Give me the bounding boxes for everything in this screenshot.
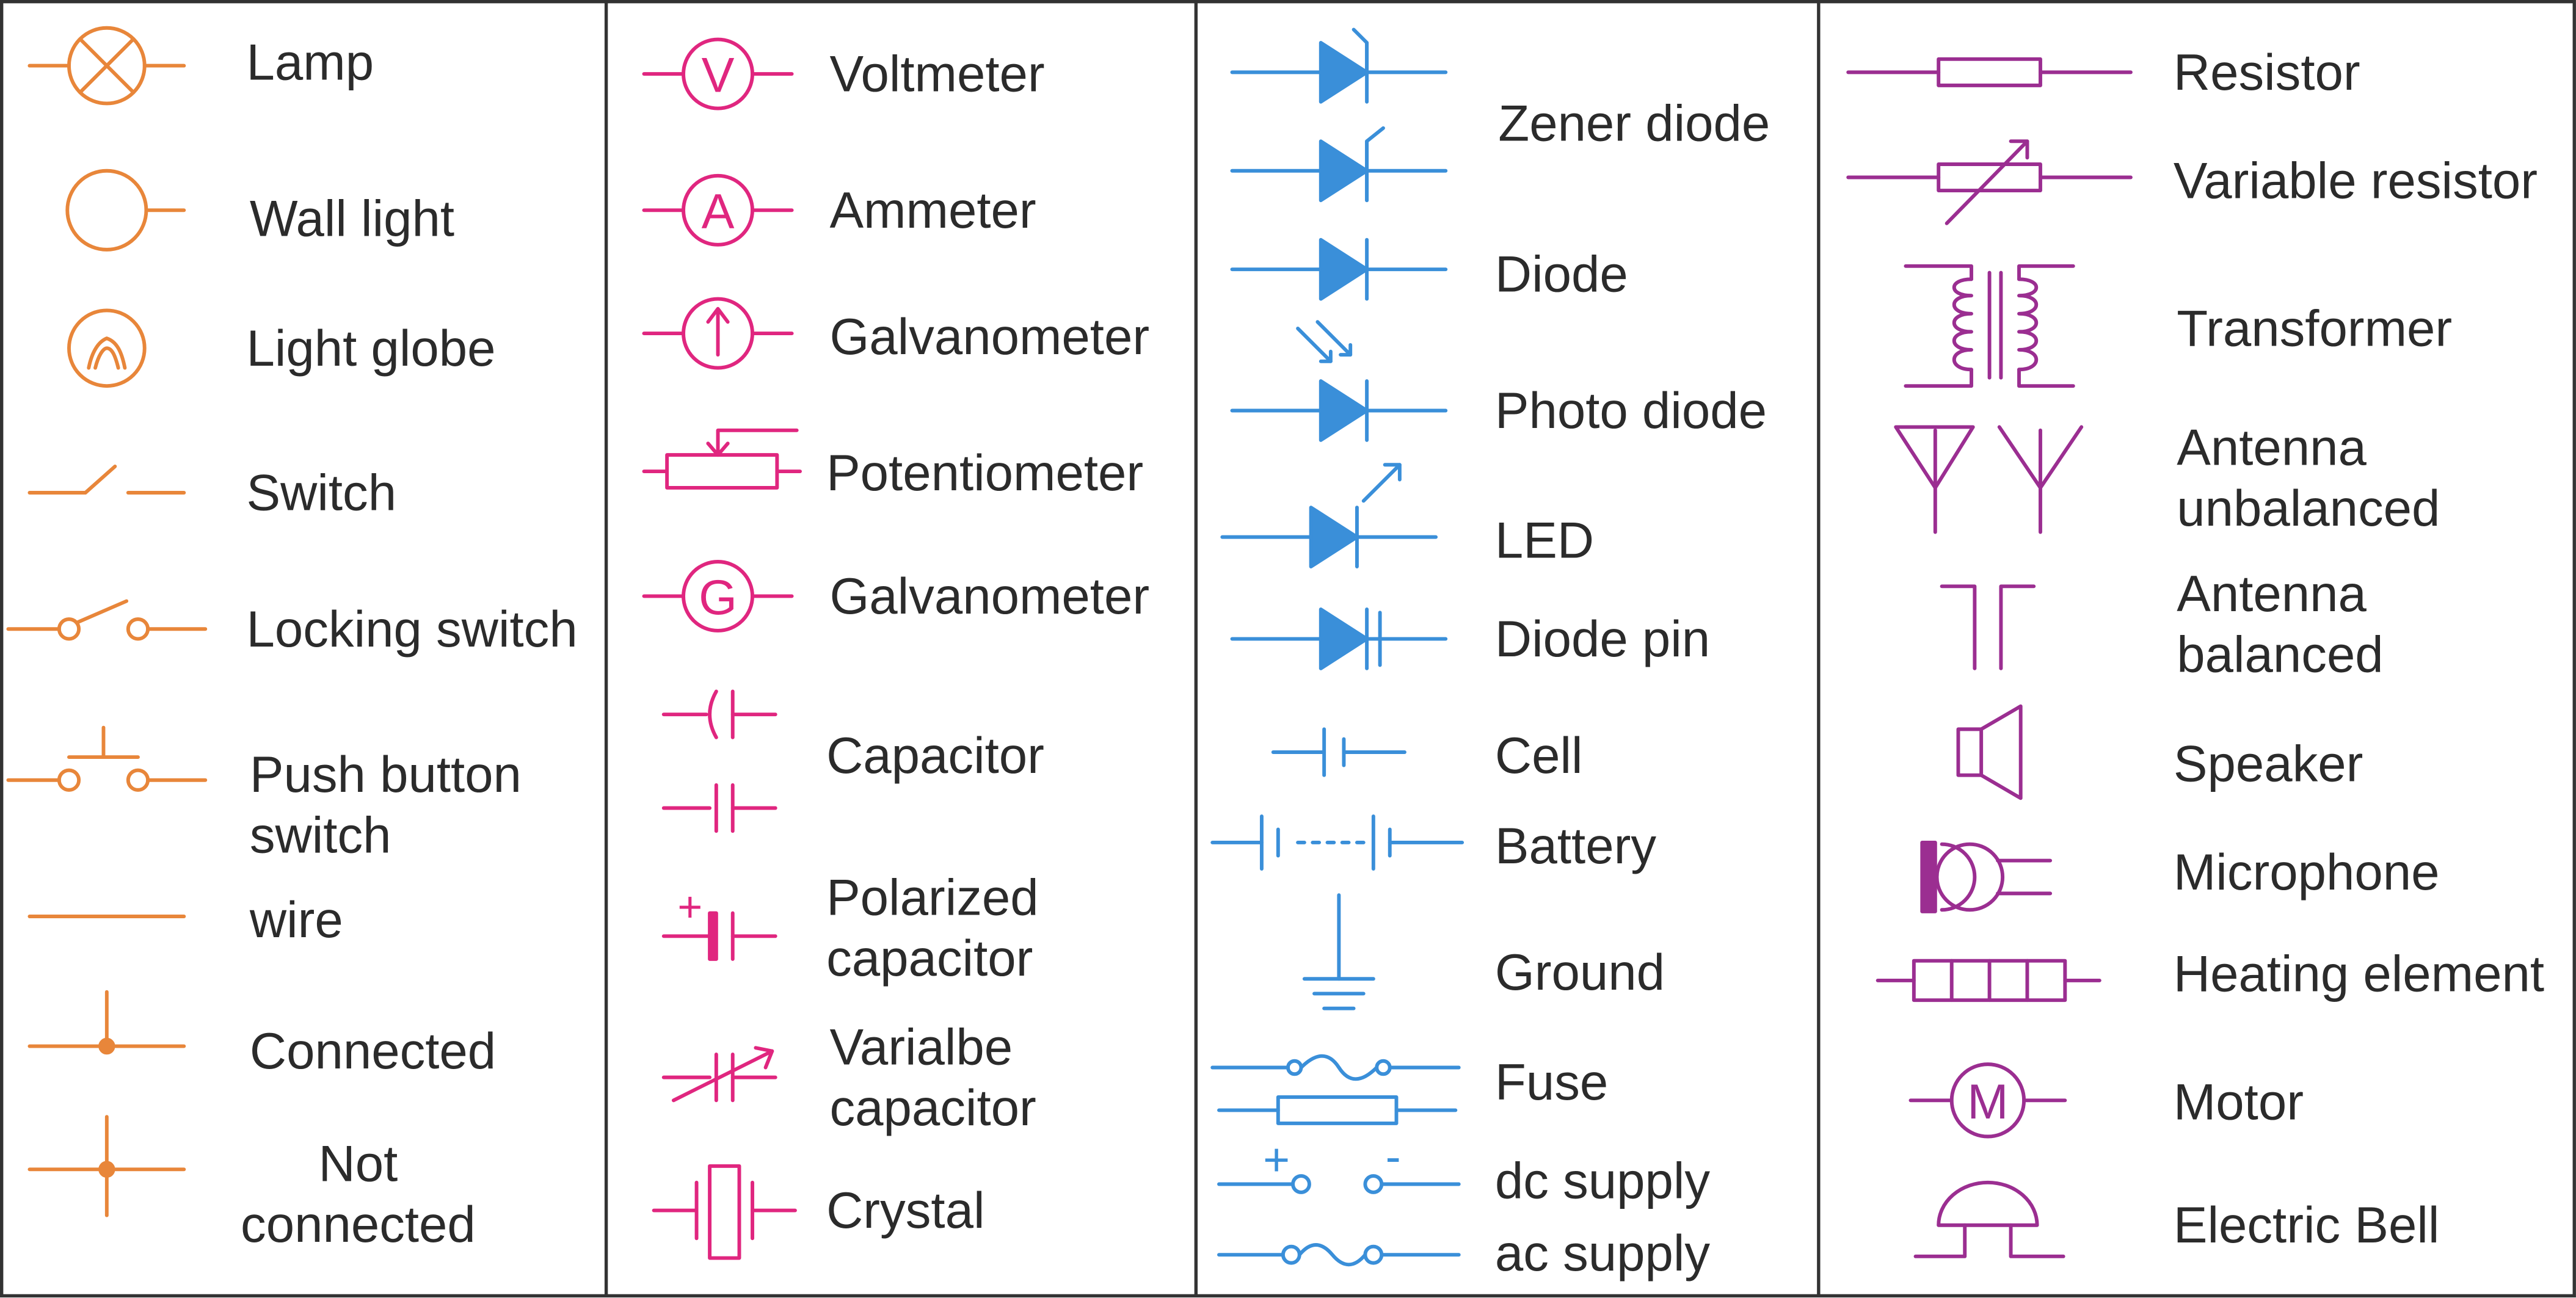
cell-label: Cell — [1495, 727, 1583, 784]
dc-supply-label: dc supply — [1495, 1153, 1711, 1209]
lamp-symbol — [27, 26, 186, 106]
not-connected-label: Not connected — [241, 1135, 476, 1253]
diode-pin-label: Diode pin — [1495, 611, 1710, 667]
voltmeter-symbol: V — [642, 37, 794, 111]
wire-label: wire — [249, 891, 343, 948]
diode-pin-symbol — [1230, 607, 1448, 670]
fuse-symbol — [1210, 1054, 1461, 1125]
zener-diode-label: Zener diode — [1498, 95, 1770, 151]
voltmeter-label: Voltmeter — [829, 46, 1044, 103]
ammeter-symbol: A — [642, 173, 794, 247]
galvanometer-g-glyph: G — [699, 570, 737, 625]
locking-switch-label: Locking switch — [247, 601, 578, 658]
antenna-balanced-label: Antenna balanced — [2177, 565, 2383, 683]
photo-diode-label: Photo diode — [1495, 382, 1767, 439]
push-button-switch-label: Push button switch — [250, 746, 522, 864]
ac-supply-label: ac supply — [1495, 1225, 1711, 1282]
galvanometer-g-symbol: G — [642, 560, 794, 633]
microphone-symbol — [1920, 841, 2053, 913]
diode-symbol — [1230, 237, 1448, 301]
ammeter-glyph: A — [702, 184, 735, 239]
switch-symbol — [27, 465, 186, 495]
dc-supply-minus: - — [1386, 1131, 1401, 1182]
variable-resistor-label: Variable resistor — [2174, 152, 2538, 209]
speaker-symbol — [1956, 704, 2023, 800]
galvanometer-arrow-symbol — [642, 297, 794, 370]
zener-diode-symbol-2 — [1230, 126, 1448, 203]
battery-label: Battery — [1495, 818, 1656, 874]
crystal-label: Crystal — [826, 1182, 984, 1239]
ammeter-label: Ammeter — [829, 182, 1036, 239]
potentiometer-symbol — [642, 428, 802, 490]
variable-capacitor-label: Varialbe capacitor — [829, 1018, 1036, 1136]
microphone-label: Microphone — [2174, 844, 2440, 901]
photo-diode-symbol — [1230, 320, 1448, 442]
polarized-capacitor-symbol: + — [661, 883, 777, 961]
speaker-label: Speaker — [2174, 735, 2363, 792]
ground-symbol — [1302, 893, 1375, 1010]
motor-symbol: M — [1908, 1062, 2067, 1139]
connected-symbol — [27, 990, 186, 1055]
variable-capacitor-symbol — [661, 1046, 777, 1103]
crystal-symbol — [652, 1164, 797, 1260]
wall-light-label: Wall light — [250, 190, 454, 247]
light-globe-label: Light globe — [247, 320, 496, 377]
led-symbol — [1220, 463, 1438, 569]
resistor-symbol — [1846, 57, 2133, 87]
capacitor-label: Capacitor — [826, 727, 1044, 784]
dc-supply-plus: + — [1263, 1134, 1290, 1185]
antenna-unbalanced-symbol — [1894, 425, 2084, 534]
galvanometer-g-label: Galvanometer — [829, 568, 1149, 625]
motor-label: Motor — [2174, 1073, 2304, 1130]
motor-glyph: M — [1967, 1075, 2008, 1129]
switch-label: Switch — [247, 465, 397, 521]
light-globe-symbol — [67, 308, 147, 388]
heating-element-symbol — [1876, 959, 2101, 1003]
antenna-balanced-symbol — [1940, 584, 2036, 670]
polarized-capacitor-plus: + — [677, 883, 702, 930]
lamp-label: Lamp — [247, 34, 374, 91]
push-button-switch-symbol — [6, 725, 208, 792]
led-label: LED — [1495, 512, 1594, 569]
cell-symbol — [1271, 727, 1406, 777]
electric-bell-symbol — [1913, 1180, 2065, 1258]
transformer-label: Transformer — [2177, 300, 2452, 357]
electric-bell-label: Electric Bell — [2174, 1197, 2440, 1253]
polarized-capacitor-label: Polarized capacitor — [826, 869, 1039, 987]
transformer-symbol — [1904, 264, 2075, 388]
ground-label: Ground — [1495, 944, 1665, 1001]
potentiometer-label: Potentiometer — [826, 444, 1143, 501]
not-connected-symbol — [27, 1115, 186, 1217]
battery-symbol — [1210, 814, 1464, 871]
heating-element-label: Heating element — [2174, 946, 2544, 1003]
galvanometer-arrow-label: Galvanometer — [829, 308, 1149, 365]
resistor-label: Resistor — [2174, 44, 2360, 101]
variable-resistor-symbol — [1846, 139, 2133, 225]
capacitor-symbol — [661, 689, 777, 833]
dc-supply-symbol: + - — [1217, 1131, 1461, 1194]
antenna-unbalanced-label: Antenna unbalanced — [2177, 419, 2440, 537]
voltmeter-glyph: V — [702, 48, 735, 103]
wall-light-symbol — [65, 169, 186, 252]
connected-label: Connected — [250, 1023, 496, 1079]
locking-switch-symbol — [6, 599, 208, 641]
diode-label: Diode — [1495, 246, 1628, 303]
fuse-label: Fuse — [1495, 1054, 1608, 1111]
ac-supply-symbol — [1217, 1243, 1461, 1267]
zener-diode-symbol-1 — [1230, 27, 1448, 104]
